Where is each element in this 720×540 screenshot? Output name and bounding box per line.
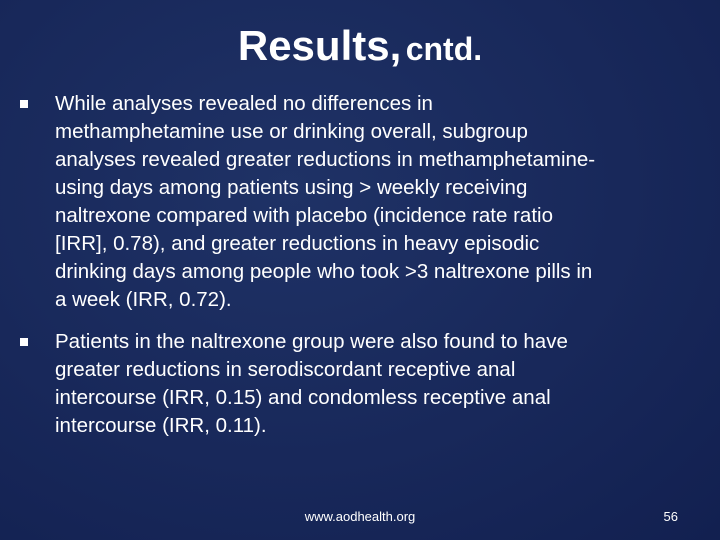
bullet-list: While analyses revealed no differences i… — [0, 90, 720, 440]
bullet-text-line: naltrexone compared with placebo (incide… — [55, 204, 553, 227]
bullet-text-line: a week (IRR, 0.72). — [55, 288, 232, 311]
bullet-text-line: drinking days among people who took >3 n… — [55, 260, 593, 283]
bullet-text-line: analyses revealed greater reductions in … — [55, 148, 596, 171]
bullet-text-line: greater reductions in serodiscordant rec… — [55, 358, 516, 381]
footer-url: www.aodhealth.org — [304, 509, 416, 524]
bullet-marker — [20, 338, 28, 346]
page-number: 56 — [663, 509, 678, 524]
title: Results, cntd. — [0, 22, 720, 70]
bullet-text-line: [IRR], 0.78), and greater reductions in … — [55, 232, 540, 255]
bullet-text-line: using days among patients using > weekly… — [55, 176, 528, 199]
bullet-item: Patients in the naltrexone group were al… — [0, 328, 720, 440]
title-main: Results, — [237, 22, 402, 69]
title-rest: cntd. — [405, 31, 483, 67]
bullet-text-line: intercourse (IRR, 0.11). — [55, 414, 267, 437]
bullet-text-line: While analyses revealed no differences i… — [55, 92, 433, 115]
bullet-text-line: methamphetamine use or drinking overall,… — [55, 120, 528, 143]
bullet-item: While analyses revealed no differences i… — [0, 90, 720, 314]
bullet-marker — [20, 100, 28, 108]
bullet-text-line: intercourse (IRR, 0.15) and condomless r… — [55, 386, 551, 409]
bullet-text-line: Patients in the naltrexone group were al… — [55, 330, 568, 353]
